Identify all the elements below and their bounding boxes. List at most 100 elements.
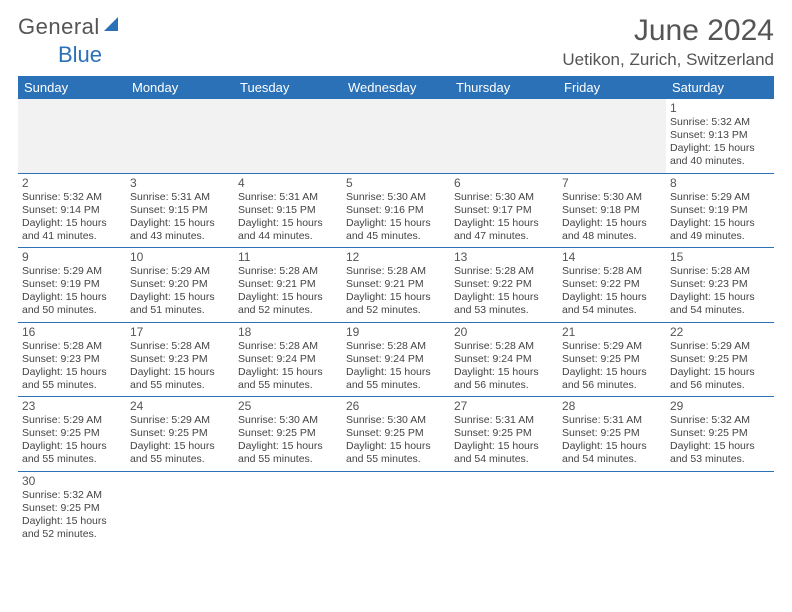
calendar-day-cell: 10Sunrise: 5:29 AMSunset: 9:20 PMDayligh…: [126, 248, 234, 323]
weekday-header: Sunday: [18, 76, 126, 99]
day-number: 24: [130, 399, 230, 413]
day-info: Sunrise: 5:32 AMSunset: 9:25 PMDaylight:…: [670, 414, 770, 467]
page-header: General June 2024 Uetikon, Zurich, Switz…: [18, 14, 774, 70]
day-info: Sunrise: 5:28 AMSunset: 9:21 PMDaylight:…: [238, 265, 338, 318]
weekday-header: Thursday: [450, 76, 558, 99]
calendar-day-cell: 13Sunrise: 5:28 AMSunset: 9:22 PMDayligh…: [450, 248, 558, 323]
day-number: 1: [670, 101, 770, 115]
day-number: 21: [562, 325, 662, 339]
day-number: 13: [454, 250, 554, 264]
day-info: Sunrise: 5:30 AMSunset: 9:25 PMDaylight:…: [238, 414, 338, 467]
brand-logo: General: [18, 14, 122, 40]
day-number: 30: [22, 474, 122, 488]
calendar-empty-cell: [558, 99, 666, 173]
calendar-empty-cell: [558, 471, 666, 545]
day-number: 26: [346, 399, 446, 413]
calendar-day-cell: 9Sunrise: 5:29 AMSunset: 9:19 PMDaylight…: [18, 248, 126, 323]
calendar-head: SundayMondayTuesdayWednesdayThursdayFrid…: [18, 76, 774, 99]
calendar-week-row: 1Sunrise: 5:32 AMSunset: 9:13 PMDaylight…: [18, 99, 774, 173]
day-info: Sunrise: 5:29 AMSunset: 9:25 PMDaylight:…: [130, 414, 230, 467]
calendar-week-row: 30Sunrise: 5:32 AMSunset: 9:25 PMDayligh…: [18, 471, 774, 545]
brand-part1: General: [18, 14, 100, 40]
day-number: 4: [238, 176, 338, 190]
calendar-day-cell: 26Sunrise: 5:30 AMSunset: 9:25 PMDayligh…: [342, 397, 450, 472]
day-number: 19: [346, 325, 446, 339]
day-info: Sunrise: 5:29 AMSunset: 9:25 PMDaylight:…: [562, 340, 662, 393]
day-number: 5: [346, 176, 446, 190]
day-number: 14: [562, 250, 662, 264]
calendar-day-cell: 17Sunrise: 5:28 AMSunset: 9:23 PMDayligh…: [126, 322, 234, 397]
day-number: 16: [22, 325, 122, 339]
calendar-day-cell: 4Sunrise: 5:31 AMSunset: 9:15 PMDaylight…: [234, 173, 342, 248]
calendar-day-cell: 20Sunrise: 5:28 AMSunset: 9:24 PMDayligh…: [450, 322, 558, 397]
day-info: Sunrise: 5:30 AMSunset: 9:17 PMDaylight:…: [454, 191, 554, 244]
day-number: 3: [130, 176, 230, 190]
calendar-day-cell: 28Sunrise: 5:31 AMSunset: 9:25 PMDayligh…: [558, 397, 666, 472]
day-number: 18: [238, 325, 338, 339]
calendar-day-cell: 22Sunrise: 5:29 AMSunset: 9:25 PMDayligh…: [666, 322, 774, 397]
day-info: Sunrise: 5:31 AMSunset: 9:15 PMDaylight:…: [238, 191, 338, 244]
calendar-day-cell: 29Sunrise: 5:32 AMSunset: 9:25 PMDayligh…: [666, 397, 774, 472]
calendar-empty-cell: [450, 471, 558, 545]
calendar-empty-cell: [450, 99, 558, 173]
calendar-empty-cell: [234, 471, 342, 545]
day-info: Sunrise: 5:32 AMSunset: 9:13 PMDaylight:…: [670, 116, 770, 169]
day-number: 11: [238, 250, 338, 264]
day-info: Sunrise: 5:29 AMSunset: 9:19 PMDaylight:…: [670, 191, 770, 244]
day-number: 15: [670, 250, 770, 264]
day-number: 27: [454, 399, 554, 413]
calendar-day-cell: 3Sunrise: 5:31 AMSunset: 9:15 PMDaylight…: [126, 173, 234, 248]
day-info: Sunrise: 5:31 AMSunset: 9:25 PMDaylight:…: [454, 414, 554, 467]
day-info: Sunrise: 5:28 AMSunset: 9:22 PMDaylight:…: [454, 265, 554, 318]
day-number: 23: [22, 399, 122, 413]
day-number: 25: [238, 399, 338, 413]
day-info: Sunrise: 5:28 AMSunset: 9:23 PMDaylight:…: [130, 340, 230, 393]
day-info: Sunrise: 5:32 AMSunset: 9:14 PMDaylight:…: [22, 191, 122, 244]
day-number: 17: [130, 325, 230, 339]
day-number: 9: [22, 250, 122, 264]
calendar-day-cell: 14Sunrise: 5:28 AMSunset: 9:22 PMDayligh…: [558, 248, 666, 323]
day-number: 2: [22, 176, 122, 190]
day-number: 8: [670, 176, 770, 190]
day-info: Sunrise: 5:28 AMSunset: 9:24 PMDaylight:…: [346, 340, 446, 393]
day-info: Sunrise: 5:30 AMSunset: 9:18 PMDaylight:…: [562, 191, 662, 244]
calendar-body: 1Sunrise: 5:32 AMSunset: 9:13 PMDaylight…: [18, 99, 774, 545]
day-info: Sunrise: 5:30 AMSunset: 9:25 PMDaylight:…: [346, 414, 446, 467]
sail-icon: [102, 15, 122, 33]
day-info: Sunrise: 5:28 AMSunset: 9:24 PMDaylight:…: [454, 340, 554, 393]
calendar-day-cell: 2Sunrise: 5:32 AMSunset: 9:14 PMDaylight…: [18, 173, 126, 248]
day-number: 10: [130, 250, 230, 264]
calendar-empty-cell: [18, 99, 126, 173]
day-info: Sunrise: 5:32 AMSunset: 9:25 PMDaylight:…: [22, 489, 122, 542]
month-title: June 2024: [562, 14, 774, 48]
calendar-day-cell: 23Sunrise: 5:29 AMSunset: 9:25 PMDayligh…: [18, 397, 126, 472]
calendar-week-row: 23 Sunrise: 5:29 AMSunset: 9:25 PMDayligh…: [18, 397, 774, 472]
calendar-day-cell: 21Sunrise: 5:29 AMSunset: 9:25 PMDayligh…: [558, 322, 666, 397]
weekday-header: Saturday: [666, 76, 774, 99]
day-number: 29: [670, 399, 770, 413]
calendar-empty-cell: [342, 471, 450, 545]
day-info: Sunrise: 5:29 AMSunset: 9:25 PMDaylight:…: [670, 340, 770, 393]
calendar-day-cell: 30Sunrise: 5:32 AMSunset: 9:25 PMDayligh…: [18, 471, 126, 545]
brand-part2: Blue: [58, 42, 102, 68]
calendar-day-cell: 15Sunrise: 5:28 AMSunset: 9:23 PMDayligh…: [666, 248, 774, 323]
calendar-empty-cell: [234, 99, 342, 173]
day-info: Sunrise: 5:31 AMSunset: 9:15 PMDaylight:…: [130, 191, 230, 244]
calendar-table: SundayMondayTuesdayWednesdayThursdayFrid…: [18, 76, 774, 545]
day-info: Sunrise: 5:28 AMSunset: 9:24 PMDaylight:…: [238, 340, 338, 393]
day-info: Sunrise: 5:28 AMSunset: 9:23 PMDaylight:…: [22, 340, 122, 393]
day-info: Sunrise: 5:28 AMSunset: 9:22 PMDaylight:…: [562, 265, 662, 318]
day-info: Sunrise: 5:28 AMSunset: 9:23 PMDaylight:…: [670, 265, 770, 318]
day-info: Sunrise: 5:29 AMSunset: 9:20 PMDaylight:…: [130, 265, 230, 318]
day-number: 20: [454, 325, 554, 339]
calendar-empty-cell: [342, 99, 450, 173]
calendar-day-cell: 19Sunrise: 5:28 AMSunset: 9:24 PMDayligh…: [342, 322, 450, 397]
day-number: 12: [346, 250, 446, 264]
day-info: Sunrise: 5:29 AMSunset: 9:19 PMDaylight:…: [22, 265, 122, 318]
calendar-day-cell: 24Sunrise: 5:29 AMSunset: 9:25 PMDayligh…: [126, 397, 234, 472]
location-text: Uetikon, Zurich, Switzerland: [562, 50, 774, 70]
calendar-day-cell: 7Sunrise: 5:30 AMSunset: 9:18 PMDaylight…: [558, 173, 666, 248]
day-number: 6: [454, 176, 554, 190]
calendar-day-cell: 6Sunrise: 5:30 AMSunset: 9:17 PMDaylight…: [450, 173, 558, 248]
calendar-day-cell: 16Sunrise: 5:28 AMSunset: 9:23 PMDayligh…: [18, 322, 126, 397]
